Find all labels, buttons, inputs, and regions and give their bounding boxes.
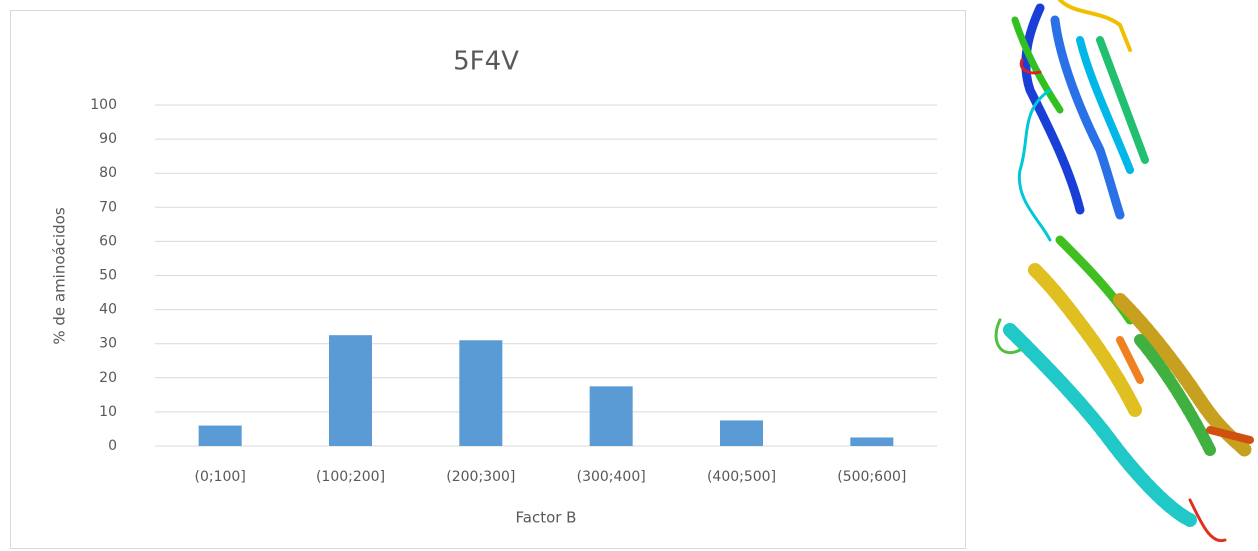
bar: [589, 386, 633, 446]
y-tick-label: 90: [99, 131, 117, 147]
x-tick-label: (200;300]: [446, 469, 515, 485]
y-tick-label: 20: [99, 370, 117, 386]
x-tick-label: (0;100]: [195, 469, 246, 485]
y-tick-label: 30: [99, 336, 117, 352]
x-tick-label: (400;500]: [707, 469, 776, 485]
y-tick-label: 40: [99, 302, 117, 318]
protein-structure: [994, 0, 1254, 543]
y-tick-label: 0: [108, 438, 117, 454]
chart-title: 5F4V: [453, 47, 519, 77]
bar: [459, 340, 503, 446]
chart-frame: [10, 10, 966, 549]
y-tick-label: 60: [99, 233, 117, 249]
y-tick-label: 70: [99, 199, 117, 215]
x-tick-label: (300;400]: [577, 469, 646, 485]
bar: [719, 420, 764, 446]
y-tick-label: 50: [99, 268, 117, 284]
bar: [328, 335, 373, 446]
x-tick-label: (100;200]: [316, 469, 385, 485]
bar: [198, 425, 242, 446]
x-tick-label: (500;600]: [837, 469, 906, 485]
y-tick-label: 100: [90, 97, 117, 113]
bar: [850, 437, 894, 446]
y-axis-label: % de aminoácidos: [51, 207, 69, 344]
y-tick-label: 10: [99, 404, 117, 420]
y-tick-label: 80: [99, 165, 117, 181]
x-axis-label: Factor B: [516, 509, 577, 527]
